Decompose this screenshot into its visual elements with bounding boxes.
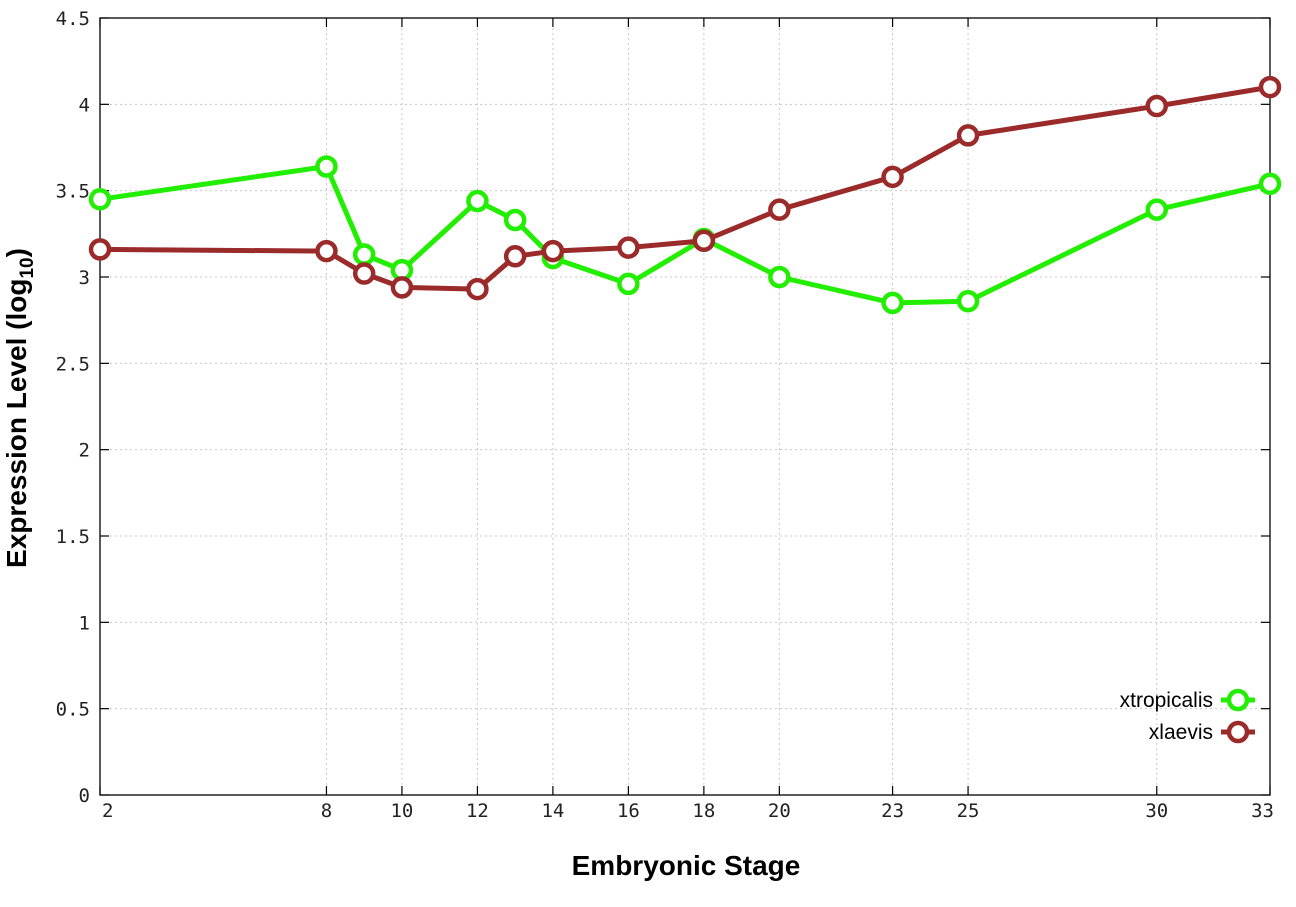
x-tick-label: 10 [390,800,413,822]
data-point [88,188,112,211]
data-point [956,289,980,313]
x-tick-label: 18 [692,800,715,822]
x-tick-label: 8 [321,800,332,822]
axis-ticks [99,17,1271,796]
data-point [617,236,640,259]
x-tick-label: 20 [768,800,791,822]
data-point [466,277,489,301]
data-point [881,291,904,315]
y-tick-labels: 0 0.5 1 1.5 2 2.5 3 3.5 4 4.5 [56,8,90,807]
data-point [1258,75,1282,99]
legend-swatch-marker [1226,688,1250,712]
data-point [881,165,904,189]
data-point [1145,198,1169,221]
legend-label: xlaevis [1149,721,1213,744]
data-point [88,238,112,261]
series-line [99,164,1271,306]
data-point [956,124,980,147]
y-tick-label: 4.5 [56,8,90,30]
data-point [315,239,338,263]
data-point [466,189,489,213]
y-tick-label: 0.5 [56,699,90,721]
series-line [99,84,1271,292]
legend-item-xtropicalis: xtropicalis [1120,688,1255,712]
x-axis-title: Embryonic Stage [572,850,801,881]
x-tick-label: 12 [466,800,489,822]
series-xtropicalis [88,155,1282,315]
y-tick-label: 2.5 [56,353,90,375]
data-point [390,276,414,299]
x-tick-label: 23 [881,800,904,822]
data-point [503,208,527,232]
x-tick-label: 33 [1251,800,1274,822]
x-tick-label: 2 [102,800,113,822]
y-tick-label: 3.5 [56,181,90,203]
y-axis-title-paren-open: ( [1,320,32,338]
data-point [1258,172,1282,196]
x-tick-labels: 2 8 10 12 14 16 18 20 23 25 30 33 [102,800,1274,822]
y-tick-label: 0 [79,785,90,807]
data-point [541,239,565,263]
x-tick-label: 30 [1145,800,1168,822]
y-tick-label: 2 [79,440,90,462]
x-tick-label: 25 [957,800,980,822]
data-point [352,243,376,266]
data-point [315,155,338,178]
y-axis-title-log: log [1,279,32,321]
data-point [352,262,376,285]
plot-frame [99,17,1271,796]
data-point [692,229,716,252]
series-layer [88,75,1282,315]
series-xlaevis [88,75,1282,301]
y-tick-label: 3 [79,267,90,289]
y-tick-label: 4 [79,94,90,116]
legend-swatch-marker [1226,720,1250,744]
y-axis-title-paren-close: ) [1,248,32,257]
grid-lines [100,18,1270,795]
x-tick-label: 16 [617,800,640,822]
legend-label: xtropicalis [1120,689,1213,712]
legend: xtropicalis xlaevis [1120,688,1255,744]
data-point [768,198,791,221]
y-tick-label: 1.5 [56,526,90,548]
y-axis-title-main: Expression Level [1,338,32,568]
data-point [503,245,527,268]
x-tick-label: 14 [541,800,564,822]
data-point [617,272,640,296]
data-point [768,265,791,289]
y-axis-title: Expression Level (log10) [1,248,38,568]
data-point [1145,94,1169,118]
y-axis-title-subscript: 10 [17,257,38,278]
y-tick-label: 1 [79,612,90,634]
legend-item-xlaevis: xlaevis [1149,720,1255,744]
